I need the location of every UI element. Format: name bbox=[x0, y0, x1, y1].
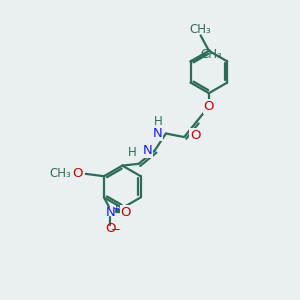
Text: O: O bbox=[190, 129, 201, 142]
Text: N: N bbox=[153, 127, 162, 140]
Text: O: O bbox=[204, 100, 214, 113]
Text: O: O bbox=[121, 206, 131, 219]
Text: N: N bbox=[106, 206, 115, 219]
Text: +: + bbox=[112, 204, 119, 213]
Text: O: O bbox=[105, 222, 116, 235]
Text: H: H bbox=[154, 115, 162, 128]
Text: N: N bbox=[142, 144, 152, 157]
Text: O: O bbox=[72, 167, 83, 180]
Text: H: H bbox=[128, 146, 136, 158]
Text: CH₃: CH₃ bbox=[49, 167, 71, 180]
Text: CH₃: CH₃ bbox=[190, 23, 212, 36]
Text: −: − bbox=[111, 223, 121, 236]
Text: CH₃: CH₃ bbox=[201, 48, 223, 62]
